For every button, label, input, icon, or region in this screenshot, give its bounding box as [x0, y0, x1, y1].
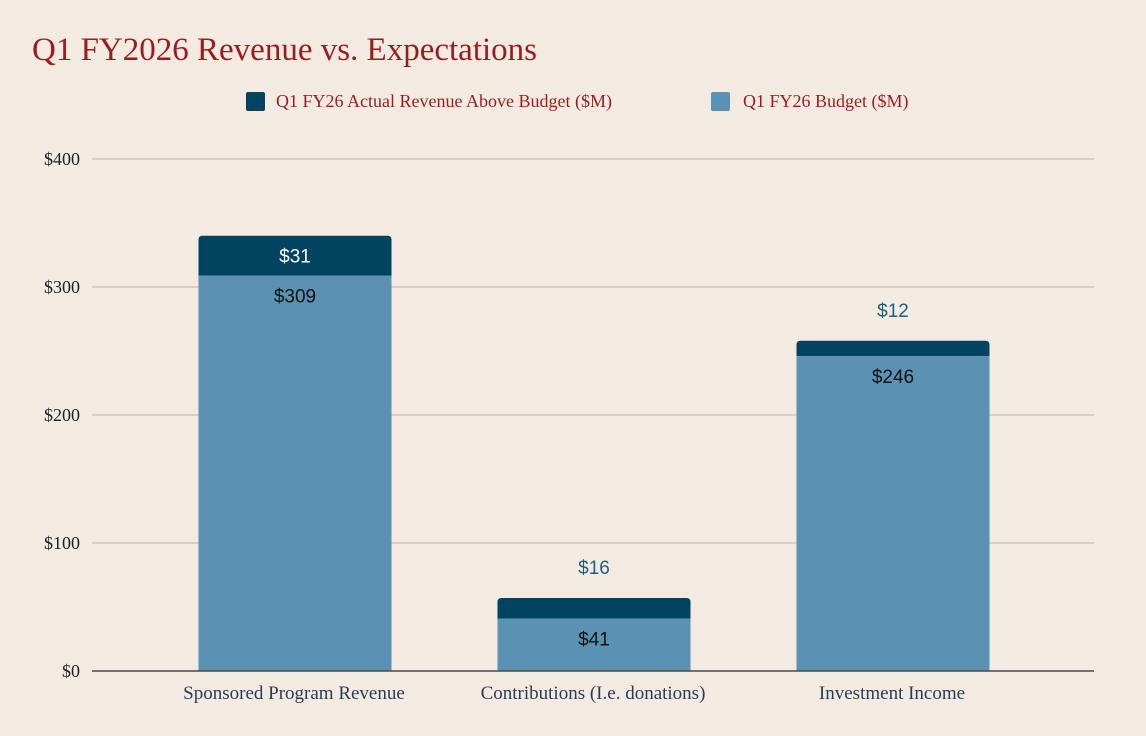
- legend-swatch-q1-fy26-budget-m: [711, 92, 730, 111]
- y-tick-label-300: $300: [44, 277, 80, 297]
- bar-actual-above-investment-income: [796, 340, 990, 357]
- legend-label-q1-fy26-actual-revenue-above-budget-m: Q1 FY26 Actual Revenue Above Budget ($M): [276, 91, 612, 112]
- chart-title: Q1 FY2026 Revenue vs. Expectations: [32, 32, 537, 68]
- bar-actual-above-sponsored-program-revenue: [198, 235, 392, 276]
- bar-budget-contributions-i-e-donations: [497, 618, 691, 671]
- legend-label-q1-fy26-budget-m: Q1 FY26 Budget ($M): [743, 91, 909, 112]
- y-tick-label-400: $400: [44, 149, 80, 169]
- y-tick-label-0: $0: [62, 661, 80, 681]
- x-tick-label-sponsored-program-revenue: Sponsored Program Revenue: [183, 683, 405, 704]
- data-label-actual-above-investment-income: $12: [877, 301, 909, 322]
- data-label-budget-contributions-i-e-donations: $41: [578, 630, 610, 651]
- bar-labels: $309 $31 $41 $16 $246 $12: [274, 247, 914, 651]
- bar-actual-above-contributions-i-e-donations: [497, 598, 691, 619]
- bars: [198, 235, 990, 671]
- bar-budget-investment-income: [796, 356, 990, 671]
- legend-swatch-q1-fy26-actual-revenue-above-budget-m: [246, 92, 265, 111]
- legend: Q1 FY26 Actual Revenue Above Budget ($M)…: [246, 91, 909, 112]
- x-tick-label-contributions-i-e-donations: Contributions (I.e. donations): [481, 683, 706, 704]
- bar-budget-sponsored-program-revenue: [198, 275, 392, 671]
- data-label-actual-above-contributions-i-e-donations: $16: [578, 558, 610, 579]
- x-axis-ticks: Sponsored Program Revenue Contributions (…: [183, 683, 965, 704]
- data-label-budget-sponsored-program-revenue: $309: [274, 286, 316, 307]
- y-axis-ticks: $0 $100 $200 $300 $400: [44, 149, 80, 681]
- data-label-budget-investment-income: $246: [872, 367, 914, 388]
- y-tick-label-200: $200: [44, 405, 80, 425]
- y-tick-label-100: $100: [44, 533, 80, 553]
- x-tick-label-investment-income: Investment Income: [819, 683, 965, 704]
- data-label-actual-above-sponsored-program-revenue: $31: [279, 247, 311, 268]
